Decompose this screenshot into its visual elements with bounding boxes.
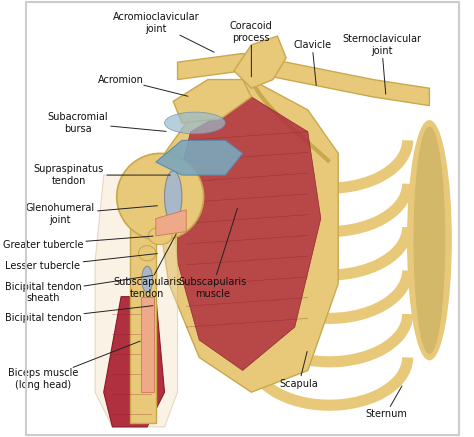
Polygon shape bbox=[104, 297, 164, 427]
Text: Biceps muscle
(long head): Biceps muscle (long head) bbox=[8, 341, 140, 390]
Polygon shape bbox=[95, 175, 178, 427]
Ellipse shape bbox=[248, 349, 272, 366]
Polygon shape bbox=[178, 53, 429, 106]
Polygon shape bbox=[156, 210, 186, 236]
Text: Subscapularis
tendon: Subscapularis tendon bbox=[113, 234, 181, 299]
Text: Lesser tubercle: Lesser tubercle bbox=[5, 253, 157, 271]
Text: Bicipital tendon: Bicipital tendon bbox=[5, 305, 153, 323]
Text: Supraspinatus
tendon: Supraspinatus tendon bbox=[34, 164, 171, 186]
Text: Acromioclavicular
joint: Acromioclavicular joint bbox=[112, 12, 214, 52]
Polygon shape bbox=[173, 80, 251, 123]
Ellipse shape bbox=[248, 132, 272, 149]
Ellipse shape bbox=[248, 219, 272, 236]
Ellipse shape bbox=[248, 306, 272, 322]
Text: Sternum: Sternum bbox=[365, 386, 407, 419]
Polygon shape bbox=[141, 297, 154, 392]
Polygon shape bbox=[234, 36, 286, 88]
Circle shape bbox=[117, 153, 204, 240]
Ellipse shape bbox=[414, 127, 445, 353]
Polygon shape bbox=[156, 80, 338, 392]
Text: Greater tubercle: Greater tubercle bbox=[3, 236, 153, 250]
Polygon shape bbox=[178, 97, 321, 371]
Ellipse shape bbox=[164, 171, 182, 223]
Ellipse shape bbox=[164, 112, 225, 134]
Text: Bicipital tendon
sheath: Bicipital tendon sheath bbox=[5, 275, 153, 303]
Ellipse shape bbox=[248, 262, 272, 279]
Text: Scapula: Scapula bbox=[280, 351, 319, 388]
Text: Subacromial
bursa: Subacromial bursa bbox=[47, 112, 166, 134]
Text: Glenohumeral
joint: Glenohumeral joint bbox=[26, 203, 157, 225]
Text: Subscapularis
muscle: Subscapularis muscle bbox=[178, 208, 246, 299]
Ellipse shape bbox=[248, 176, 272, 192]
Ellipse shape bbox=[408, 121, 451, 360]
Ellipse shape bbox=[148, 227, 172, 245]
Polygon shape bbox=[156, 140, 243, 175]
Text: Sternoclavicular
joint: Sternoclavicular joint bbox=[342, 34, 421, 94]
Text: Clavicle: Clavicle bbox=[293, 40, 331, 86]
Ellipse shape bbox=[142, 266, 153, 292]
Text: Acromion: Acromion bbox=[98, 75, 188, 96]
Polygon shape bbox=[130, 227, 156, 423]
Text: Coracoid
process: Coracoid process bbox=[230, 21, 273, 77]
Ellipse shape bbox=[138, 246, 156, 261]
